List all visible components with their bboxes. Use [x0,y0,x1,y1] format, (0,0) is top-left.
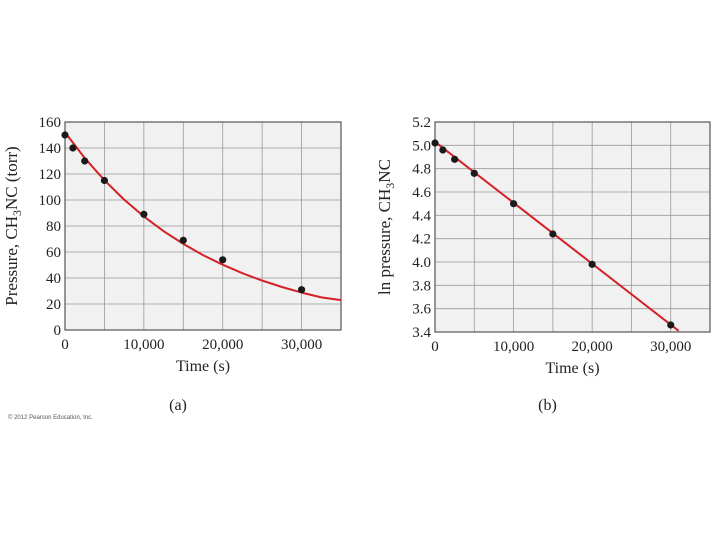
copyright-notice: © 2012 Pearson Education, Inc. [8,415,93,421]
y-tick-label: 160 [39,115,62,131]
x-tick-label: 10,000 [123,337,164,353]
x-tick-labels: 0 10,000 20,000 30,000 [61,337,322,353]
y-tick-label: 3.4 [412,325,431,341]
x-tick-labels: 0 10,000 20,000 30,000 [431,339,691,355]
panel-b-ln-pressure-vs-time: 3.4 3.6 3.8 4.0 4.2 4.4 4.6 4.8 5.0 5.2 0 10,000 20… [375,115,711,414]
plot-area [435,122,710,332]
y-tick-label: 3.6 [412,302,431,318]
x-tick-label: 20,000 [572,339,613,355]
data-point [451,155,459,163]
data-point [588,260,596,268]
data-point [431,139,439,147]
y-tick-label: 80 [46,219,61,235]
y-tick-label: 140 [39,141,62,157]
panel-label: (b) [538,397,557,414]
x-tick-label: 20,000 [202,337,243,353]
data-point [81,157,89,165]
x-axis-label: Time (s) [545,360,599,377]
data-point [297,286,306,294]
data-point [179,236,187,244]
data-point [219,256,227,264]
y-tick-label: 0 [54,323,62,339]
x-axis-label: Time (s) [176,358,230,375]
x-tick-label: 0 [431,339,439,355]
y-tick-label: 60 [46,245,61,261]
y-axis-label: Pressure, CH3NC (torr) [2,146,24,305]
y-tick-labels: 0 20 40 60 80 100 120 140 160 [39,115,62,339]
x-tick-label: 10,000 [493,339,534,355]
y-tick-label: 4.4 [412,208,431,224]
plot-frame [64,121,342,331]
x-tick-label: 0 [61,337,69,353]
data-point [140,210,148,218]
panel-a-pressure-vs-time: 0 20 40 60 80 100 120 140 160 0 10,000 20,000 30,00… [2,115,342,414]
y-tick-label: 5.0 [412,138,431,154]
data-points [431,139,675,329]
data-point [61,131,69,139]
x-tick-label: 30,000 [650,339,691,355]
data-point [667,321,675,329]
data-points [61,131,306,294]
y-tick-label: 3.8 [412,278,431,294]
y-tick-labels: 3.4 3.6 3.8 4.0 4.2 4.4 4.6 4.8 5.0 5.2 [412,115,431,341]
data-point [69,144,77,152]
y-tick-label: 40 [46,271,61,287]
grid-lines [435,121,710,333]
data-point [549,230,557,238]
data-point [439,146,447,154]
y-tick-label: 120 [39,167,62,183]
panel-label: (a) [169,397,187,414]
y-axis-label: ln pressure, CH3NC [375,159,397,295]
y-tick-label: 100 [39,193,62,209]
y-tick-label: 5.2 [412,115,431,131]
fit-curve [64,131,342,302]
y-tick-label: 4.2 [412,232,431,248]
y-tick-label: 4.8 [412,162,431,178]
x-tick-label: 30,000 [281,337,322,353]
y-tick-label: 20 [46,297,61,313]
data-point [509,200,518,208]
data-point [100,176,109,185]
y-tick-label: 4.0 [412,255,431,271]
data-point [470,169,478,177]
y-tick-label: 4.6 [412,185,431,201]
plot-frame [434,121,711,333]
